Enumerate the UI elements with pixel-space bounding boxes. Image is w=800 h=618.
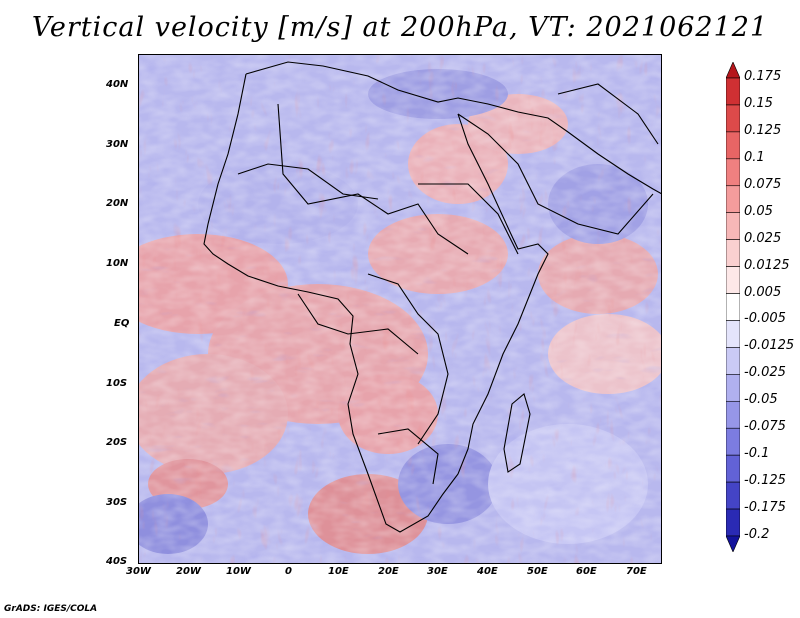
colorbar-box — [726, 131, 740, 160]
colorbar-tick-label: -0.125 — [744, 473, 786, 489]
lon-label: 30W — [126, 566, 151, 577]
colorbar-tick-label: -0.05 — [744, 392, 778, 408]
colorbar-box — [726, 293, 740, 321]
colorbar-tick-label: 0.075 — [744, 176, 782, 192]
colorbar-box — [726, 77, 740, 106]
velocity-map — [138, 54, 662, 564]
colorbar-tick-label: -0.025 — [744, 365, 786, 381]
colorbar-box — [726, 535, 740, 552]
lat-label: 10S — [106, 378, 128, 389]
lon-label: 40E — [477, 566, 498, 577]
colorbar-tick-label: -0.2 — [744, 527, 770, 542]
colorbar-box — [726, 266, 740, 294]
lat-label: 40N — [106, 79, 129, 90]
colorbar-box — [726, 454, 740, 483]
lon-label: 0 — [285, 566, 292, 577]
colorbar-tick-label: 0.05 — [744, 203, 773, 219]
colorbar-box — [726, 212, 740, 240]
lat-label: EQ — [114, 318, 130, 329]
lat-label: 20S — [106, 437, 128, 448]
colorbar — [726, 62, 740, 552]
footer-credit: GrADS: IGES/COLA — [4, 604, 98, 614]
lon-label: 30E — [427, 566, 448, 577]
lon-label: 60E — [576, 566, 597, 577]
colorbar-tick-label: -0.175 — [744, 500, 786, 516]
colorbar-tick-label: 0.005 — [744, 284, 782, 300]
lat-label: 10N — [106, 258, 129, 269]
colorbar-box — [726, 481, 740, 510]
colorbar-tick-label: 0.125 — [744, 122, 782, 138]
colorbar-tick-label: 0.15 — [744, 95, 773, 111]
colorbar-box — [726, 427, 740, 456]
lat-label: 40S — [106, 556, 128, 567]
colorbar-tick-label: -0.0125 — [744, 338, 795, 354]
colorbar-tick-label: -0.1 — [744, 446, 770, 462]
lon-label: 50E — [527, 566, 548, 577]
colorbar-box — [726, 185, 740, 214]
colorbar-tick-label: -0.005 — [744, 311, 786, 327]
colorbar-box — [726, 400, 740, 429]
colorbar-tick-label: -0.075 — [744, 419, 786, 435]
lon-label: 10E — [328, 566, 349, 577]
lon-label: 20W — [176, 566, 201, 577]
colorbar-tick-label: 0.025 — [744, 230, 782, 246]
lon-label: 70E — [626, 566, 647, 577]
colorbar-box — [726, 508, 740, 537]
lon-label: 20E — [378, 566, 399, 577]
lat-label: 30S — [106, 497, 128, 508]
colorbar-box — [726, 239, 740, 267]
colorbar-box — [726, 320, 740, 348]
colorbar-box — [726, 158, 740, 187]
colorbar-box — [726, 374, 740, 402]
lon-label: 10W — [226, 566, 251, 577]
colorbar-tick-label: 0.0125 — [744, 257, 790, 273]
colorbar-tick-label: 0.175 — [744, 69, 782, 84]
coastlines — [203, 61, 662, 533]
colorbar-tick-label: 0.1 — [744, 149, 765, 165]
lat-label: 30N — [106, 139, 129, 150]
colorbar-box — [726, 62, 740, 79]
colorbar-box — [726, 104, 740, 133]
colorbar-box — [726, 347, 740, 375]
map-title: Vertical velocity [m/s] at 200hPa, VT: 2… — [31, 12, 769, 43]
lat-label: 20N — [106, 198, 129, 209]
